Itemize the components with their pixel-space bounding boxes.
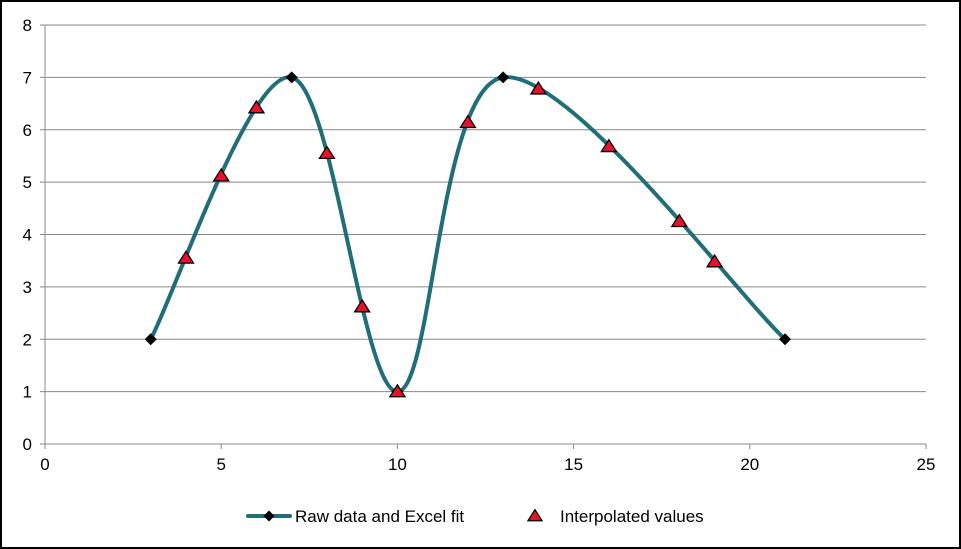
y-tick-label-2: 2 — [23, 330, 32, 349]
x-tick-label-5: 25 — [917, 455, 936, 474]
raw-point-4 — [779, 333, 792, 346]
interp-point-8 — [600, 138, 618, 153]
raw-point-3 — [497, 71, 510, 84]
interp-point-1 — [212, 167, 230, 182]
interp-point-2 — [247, 99, 266, 114]
interp-point-10 — [705, 253, 724, 268]
y-tick-label-8: 8 — [23, 16, 32, 35]
x-tick-label-4: 20 — [740, 455, 759, 474]
legend-label-raw: Raw data and Excel fit — [295, 507, 464, 526]
axes — [40, 24, 927, 449]
legend-swatch-marker-interp — [526, 508, 544, 522]
interp-point-9 — [670, 213, 689, 228]
y-tick-label-7: 7 — [23, 68, 32, 87]
x-tick-label-0: 0 — [40, 455, 49, 474]
y-tick-label-5: 5 — [23, 173, 32, 192]
legend: Raw data and Excel fit Interpolated value… — [246, 507, 704, 526]
interp-point-6 — [459, 114, 477, 129]
interp-point-7 — [529, 80, 548, 95]
interp-point-5 — [388, 383, 407, 398]
interp-point-3 — [318, 145, 336, 160]
raw-point-0 — [144, 333, 157, 346]
y-tick-label-1: 1 — [23, 383, 32, 402]
y-tick-label-0: 0 — [23, 435, 32, 454]
legend-swatch-marker-raw — [263, 510, 275, 522]
grid-lines — [45, 24, 926, 393]
y-tick-label-6: 6 — [23, 121, 32, 140]
x-tick-label-1: 5 — [216, 455, 225, 474]
interp-point-0 — [177, 250, 195, 264]
x-tick-label-3: 15 — [564, 455, 583, 474]
interp-point-4 — [353, 298, 371, 313]
raw-point-1 — [285, 71, 298, 84]
series-markers — [144, 71, 792, 398]
y-tick-label-3: 3 — [23, 278, 32, 297]
legend-label-interp: Interpolated values — [560, 507, 704, 526]
y-tick-label-4: 4 — [23, 226, 32, 245]
tick-labels: 0 5 10 15 20 25 0 1 2 3 4 5 6 7 8 — [23, 16, 936, 474]
x-tick-label-2: 10 — [388, 455, 407, 474]
